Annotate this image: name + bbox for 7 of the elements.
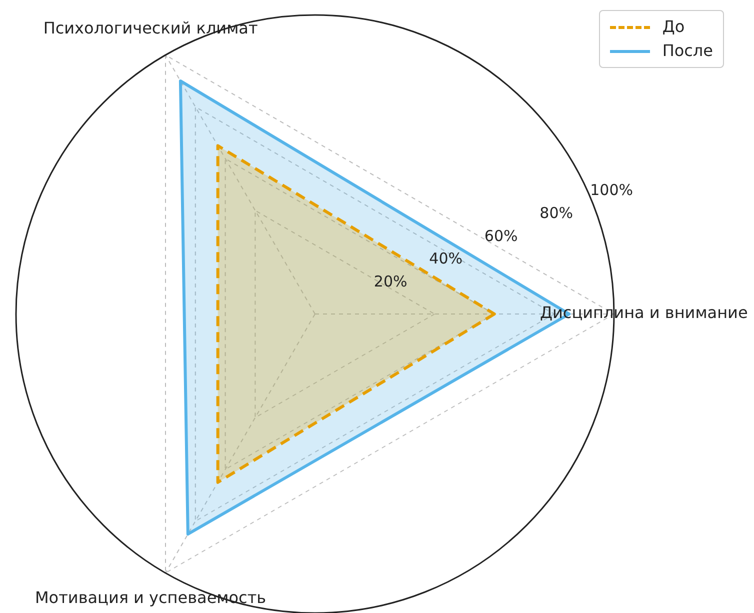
y-tick-label: 40%	[429, 250, 462, 268]
y-tick-label: 80%	[540, 204, 573, 222]
y-tick-label: 60%	[484, 226, 518, 245]
y-tick-label: 100%	[590, 181, 634, 200]
y-tick-label: 20%	[374, 272, 408, 291]
legend-label: До	[662, 16, 685, 38]
legend-label: После	[662, 40, 713, 62]
